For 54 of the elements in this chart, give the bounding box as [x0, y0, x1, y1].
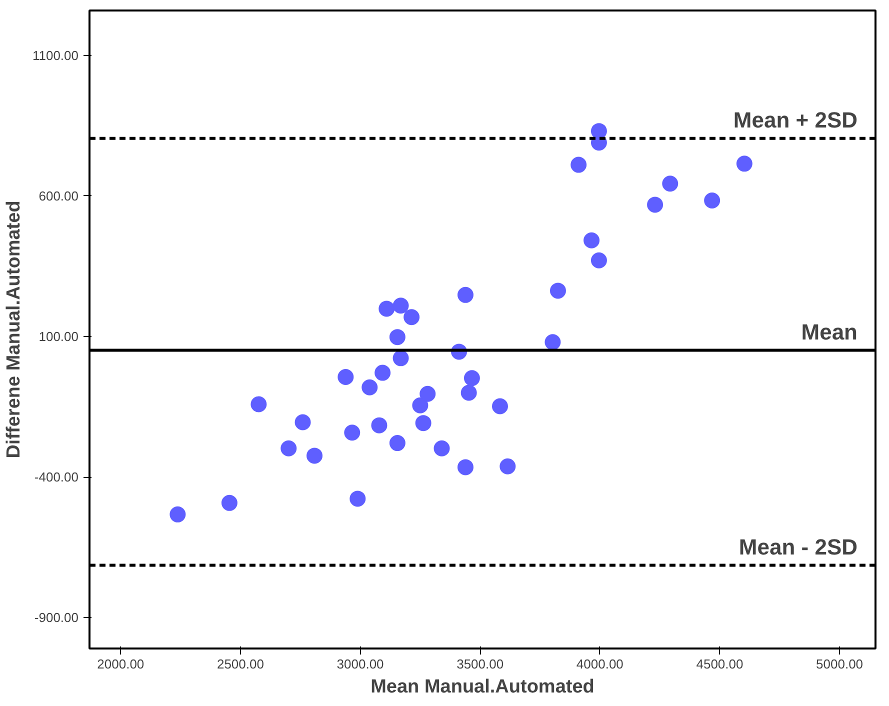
point — [460, 384, 477, 401]
x-tick-label: 3000.00 — [336, 656, 384, 672]
point — [704, 192, 720, 208]
point — [280, 440, 297, 456]
point — [338, 369, 354, 385]
point — [584, 232, 600, 248]
point — [389, 435, 406, 452]
point — [492, 398, 508, 414]
point — [378, 300, 395, 317]
point — [371, 417, 388, 434]
point — [544, 334, 561, 350]
ref-line-label: Mean — [801, 319, 858, 344]
point — [736, 156, 752, 172]
x-axis-title: Mean Manual.Automated — [370, 676, 594, 698]
point — [170, 506, 186, 522]
point — [374, 364, 391, 381]
x-tick-label: 2000.00 — [97, 656, 144, 672]
point — [362, 379, 378, 396]
x-tick-label: 4000.00 — [576, 656, 624, 672]
point — [464, 370, 480, 386]
y-tick-label: -900.00 — [34, 610, 79, 626]
point — [392, 298, 409, 314]
point — [250, 396, 267, 412]
point — [350, 490, 366, 507]
point — [306, 448, 323, 464]
point — [392, 350, 409, 366]
y-tick-label: 1100.00 — [32, 48, 79, 63]
point — [590, 252, 607, 268]
ref-line-label: Mean - 2SD — [738, 534, 858, 560]
point — [550, 282, 566, 299]
x-tick-label: 3500.00 — [456, 656, 504, 672]
point — [415, 415, 432, 432]
point — [457, 459, 474, 476]
point — [294, 414, 311, 430]
y-tick-label: -400.00 — [34, 470, 79, 485]
x-tick-label: 2500.00 — [216, 656, 264, 672]
point — [389, 329, 406, 346]
point — [500, 458, 516, 474]
point — [420, 386, 436, 402]
point — [457, 286, 474, 303]
point — [344, 424, 360, 441]
y-tick-label: 100.00 — [38, 329, 79, 344]
ref-line-label: Mean + 2SD — [733, 107, 858, 132]
x-tick-label: 5000.00 — [816, 656, 864, 672]
y-axis-title: Differene Manual.Automated — [3, 200, 24, 458]
point — [647, 196, 664, 213]
point — [434, 440, 450, 456]
point — [662, 176, 678, 192]
x-tick-label: 4500.00 — [696, 656, 744, 672]
point — [570, 156, 587, 173]
point — [412, 397, 428, 414]
point — [221, 494, 238, 511]
y-tick-label: 600.00 — [38, 188, 79, 204]
point — [404, 309, 420, 326]
